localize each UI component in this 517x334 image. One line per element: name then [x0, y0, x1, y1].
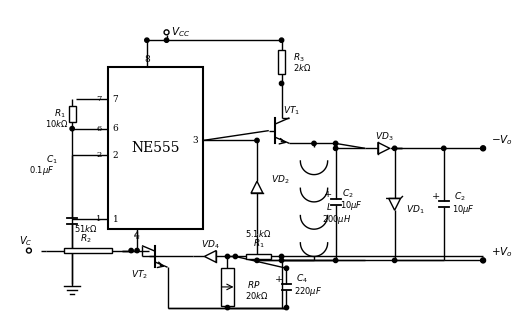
- Text: 6: 6: [96, 125, 102, 133]
- Circle shape: [279, 258, 284, 263]
- Text: $VD_4$: $VD_4$: [201, 238, 220, 251]
- Polygon shape: [204, 250, 216, 263]
- Text: $C_4$: $C_4$: [296, 273, 308, 285]
- Text: $R_1$: $R_1$: [54, 108, 66, 120]
- Circle shape: [135, 248, 139, 253]
- Text: NE555: NE555: [131, 141, 179, 155]
- Circle shape: [225, 305, 230, 310]
- Circle shape: [70, 127, 74, 131]
- Text: +: +: [432, 192, 440, 201]
- Text: 8: 8: [144, 55, 150, 64]
- Circle shape: [164, 38, 169, 42]
- Circle shape: [225, 254, 230, 259]
- Text: $-V_o$: $-V_o$: [491, 134, 513, 147]
- Circle shape: [284, 305, 288, 310]
- Polygon shape: [251, 181, 263, 193]
- Circle shape: [145, 38, 149, 42]
- Polygon shape: [389, 198, 401, 210]
- Circle shape: [392, 258, 397, 263]
- Text: $0.1\mu F$: $0.1\mu F$: [29, 164, 54, 177]
- Text: 7: 7: [96, 95, 102, 103]
- Circle shape: [233, 254, 237, 259]
- Circle shape: [279, 254, 284, 259]
- Circle shape: [255, 258, 259, 263]
- Text: $VT_2$: $VT_2$: [131, 269, 148, 281]
- Circle shape: [333, 141, 338, 146]
- Circle shape: [481, 146, 485, 151]
- Text: 1: 1: [113, 215, 118, 223]
- Text: $10k\Omega$: $10k\Omega$: [44, 118, 68, 129]
- Text: +: +: [324, 189, 332, 198]
- Bar: [278, 50, 285, 74]
- Text: $VT_1$: $VT_1$: [283, 105, 300, 117]
- Circle shape: [284, 266, 288, 271]
- Text: $V_{CC}$: $V_{CC}$: [171, 25, 190, 39]
- Circle shape: [279, 38, 284, 42]
- Text: $200\mu H$: $200\mu H$: [322, 213, 351, 226]
- Circle shape: [255, 138, 259, 143]
- Text: $+V_o$: $+V_o$: [491, 245, 513, 260]
- Text: $RP$: $RP$: [247, 280, 261, 291]
- Text: 7: 7: [113, 95, 118, 104]
- Text: $R_3$: $R_3$: [293, 52, 305, 64]
- Circle shape: [481, 258, 485, 263]
- Text: $R_2$: $R_2$: [80, 232, 92, 245]
- Text: $C_1$: $C_1$: [45, 154, 57, 166]
- Bar: [65, 248, 112, 253]
- Text: $C_2$: $C_2$: [453, 190, 465, 203]
- Text: 2: 2: [96, 151, 102, 159]
- Circle shape: [164, 30, 169, 35]
- Text: $10\mu F$: $10\mu F$: [340, 199, 362, 212]
- Text: $R_1$: $R_1$: [253, 237, 264, 250]
- Circle shape: [26, 248, 32, 253]
- Bar: [69, 106, 75, 122]
- Circle shape: [279, 81, 284, 86]
- Circle shape: [333, 146, 338, 151]
- Text: 6: 6: [113, 124, 118, 133]
- Text: 2: 2: [113, 151, 118, 160]
- Circle shape: [442, 146, 446, 151]
- Circle shape: [392, 146, 397, 151]
- Text: +: +: [275, 275, 283, 284]
- Text: $VD_2$: $VD_2$: [271, 173, 289, 186]
- Text: $220\mu F$: $220\mu F$: [294, 285, 323, 298]
- Text: $5.1k\Omega$: $5.1k\Omega$: [246, 228, 271, 239]
- Circle shape: [481, 146, 485, 151]
- Text: $VD_3$: $VD_3$: [374, 130, 393, 143]
- Text: $C_2$: $C_2$: [342, 188, 353, 200]
- Polygon shape: [378, 142, 390, 154]
- Circle shape: [333, 258, 338, 263]
- Text: $2k\Omega$: $2k\Omega$: [293, 62, 312, 73]
- Text: $V_C$: $V_C$: [19, 234, 33, 247]
- Text: $L$: $L$: [326, 201, 332, 212]
- Bar: [221, 268, 234, 306]
- Text: $10\mu F$: $10\mu F$: [452, 203, 475, 216]
- Circle shape: [481, 258, 485, 263]
- Bar: [246, 254, 271, 259]
- Bar: [108, 67, 203, 229]
- Text: $VD_1$: $VD_1$: [406, 203, 425, 215]
- Text: 3: 3: [192, 136, 198, 145]
- Text: $20k\Omega$: $20k\Omega$: [245, 290, 269, 301]
- Text: $51k\Omega$: $51k\Omega$: [74, 223, 98, 234]
- Circle shape: [129, 248, 133, 253]
- Text: 1: 1: [96, 215, 102, 223]
- Circle shape: [312, 141, 316, 146]
- Text: 4: 4: [134, 232, 140, 241]
- Text: 4: 4: [134, 231, 140, 240]
